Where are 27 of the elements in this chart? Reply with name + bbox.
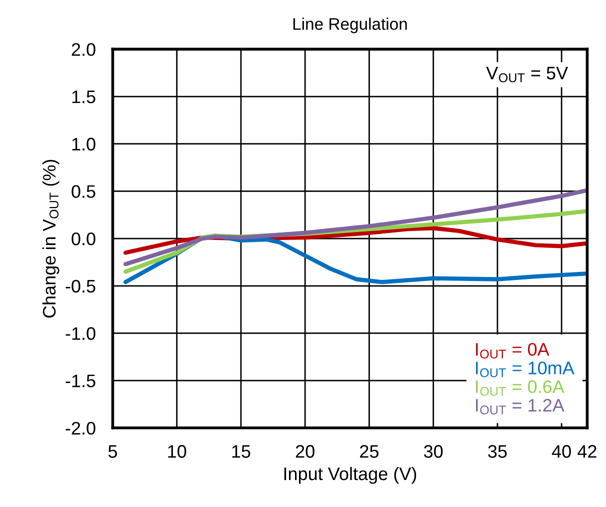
text: I$_{OUT}$ = 10mA bbox=[476, 362, 574, 378]
y-tick-label: -1.5 bbox=[66, 374, 96, 388]
annotation: V$_{OUT}$ = 5V bbox=[486, 66, 568, 82]
x-tick-label: 25 bbox=[360, 445, 378, 458]
x-tick-label: 30 bbox=[424, 445, 443, 458]
y-tick-label: 1.0 bbox=[72, 138, 96, 151]
line-series bbox=[123, 188, 588, 266]
y-tick-label: -1.0 bbox=[66, 327, 96, 340]
chart-title: Line Regulation bbox=[293, 18, 407, 34]
y-tick-label: 2.0 bbox=[72, 43, 96, 56]
x-tick-label: 5 bbox=[108, 445, 117, 458]
y-axis-title: Change in V$_{OUT}$ (%) bbox=[42, 160, 60, 318]
y-tick-label: -2.0 bbox=[66, 422, 96, 435]
x-tick-label: 10 bbox=[168, 445, 186, 458]
x-tick-label: 35 bbox=[488, 445, 507, 458]
x-tick-label: 42 bbox=[578, 445, 596, 458]
text: I$_{OUT}$ = 0.6A bbox=[476, 380, 564, 396]
y-tick-label: -0.5 bbox=[66, 280, 96, 293]
y-tick-label: 0.0 bbox=[72, 232, 96, 246]
x-tick-label: 40 bbox=[552, 445, 571, 458]
x-tick-label: 15 bbox=[232, 445, 250, 458]
x-tick-label: 20 bbox=[296, 445, 314, 458]
x-axis-title: Input Voltage (V) bbox=[284, 466, 416, 484]
y-tick-label: 0.5 bbox=[72, 185, 96, 198]
text: I$_{OUT}$ = 1.2A bbox=[476, 398, 564, 414]
y-tick-label: 1.5 bbox=[72, 90, 96, 104]
text: I$_{OUT}$ = 0A bbox=[476, 342, 550, 359]
